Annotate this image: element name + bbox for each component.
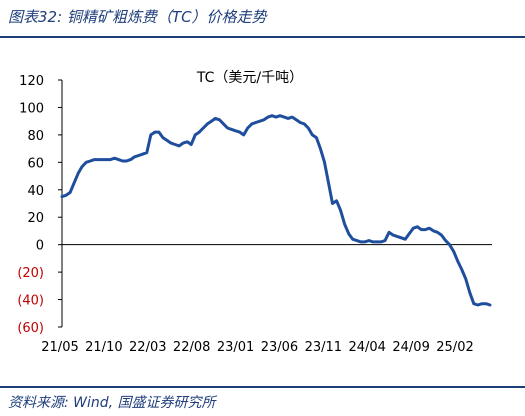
figure-title: 图表32: 铜精矿粗炼费（TC）价格走势 xyxy=(8,8,267,26)
source-note: 资料来源: Wind, 国盛证券研究所 xyxy=(8,395,216,411)
y-tick-label: 0 xyxy=(36,239,44,254)
chart-title: TC（美元/千吨） xyxy=(196,70,303,86)
x-tick-label: 25/02 xyxy=(436,340,473,355)
x-tick-label: 23/11 xyxy=(305,340,342,355)
x-tick-label: 21/10 xyxy=(85,340,122,355)
y-tick-label: (60) xyxy=(17,321,44,336)
y-tick-label: 40 xyxy=(27,184,44,199)
x-tick-label: 21/05 xyxy=(41,340,78,355)
figure-header: 图表32: 铜精矿粗炼费（TC）价格走势 xyxy=(0,0,525,38)
tc-series-line xyxy=(60,114,492,307)
y-tick-label: 80 xyxy=(27,129,44,144)
x-tick-label: 23/06 xyxy=(261,340,298,355)
x-tick-label: 22/03 xyxy=(129,340,166,355)
y-tick-label: 100 xyxy=(19,101,44,116)
x-tick-label: 22/08 xyxy=(173,340,210,355)
x-tick-labels: 21/05 21/10 22/03 22/08 23/01 23/06 23/11 24/04… xyxy=(41,340,473,355)
x-tick-label: 24/04 xyxy=(348,340,385,355)
x-tick-label: 23/01 xyxy=(217,340,254,355)
y-tick-label: (20) xyxy=(17,266,44,281)
chart-axes xyxy=(61,80,492,327)
x-tick-label: 24/09 xyxy=(392,340,429,355)
y-tick-label: (40) xyxy=(17,294,44,309)
y-tick-label: 60 xyxy=(27,156,44,171)
y-tick-label: 20 xyxy=(27,211,44,226)
y-tick-labels: 120 100 80 60 40 20 0 (20) (40) (60) xyxy=(17,74,62,336)
y-tick-label: 120 xyxy=(19,74,44,89)
figure-footer: 资料来源: Wind, 国盛证券研究所 xyxy=(0,386,525,416)
